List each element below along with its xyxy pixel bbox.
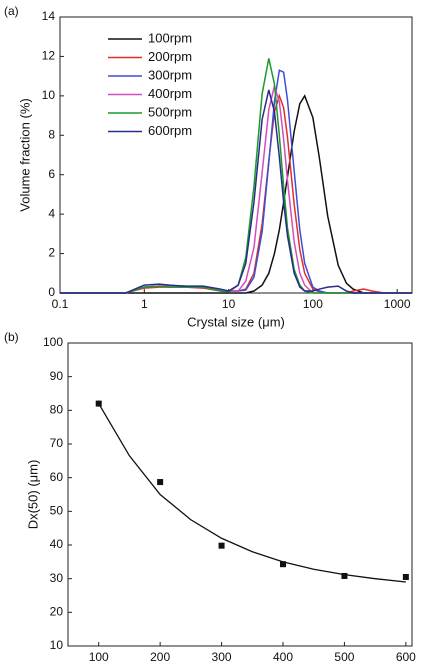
y-tick-label: 30 <box>50 571 64 585</box>
x-tick-label: 10 <box>222 297 236 311</box>
y-tick-label: 80 <box>50 403 64 417</box>
legend-label: 600rpm <box>148 123 192 138</box>
data-point <box>402 573 409 580</box>
data-line <box>60 83 412 294</box>
x-tick-label: 100 <box>89 650 109 664</box>
x-tick-label: 300 <box>212 650 232 664</box>
x-tick-label: 600 <box>396 650 416 664</box>
legend-label: 400rpm <box>148 86 192 101</box>
panel-label: (b) <box>4 330 19 344</box>
x-tick-label: 100 <box>303 297 323 311</box>
y-tick-label: 4 <box>48 206 55 220</box>
data-line <box>60 89 412 294</box>
y-tick-label: 50 <box>50 504 64 518</box>
x-tick-label: 1 <box>141 297 148 311</box>
y-tick-label: 8 <box>48 127 55 141</box>
data-point <box>218 542 225 549</box>
y-tick-label: 40 <box>50 537 64 551</box>
x-tick-label: 400 <box>273 650 293 664</box>
x-tick-label: 1000 <box>384 297 411 311</box>
data-line <box>60 58 412 294</box>
plot-frame <box>67 342 413 647</box>
y-tick-label: 100 <box>43 335 63 349</box>
y-tick-label: 0 <box>48 285 55 299</box>
y-tick-label: 2 <box>48 246 55 260</box>
plot-frame <box>59 16 413 294</box>
y-tick-label: 10 <box>50 638 64 652</box>
y-tick-label: 6 <box>48 167 55 181</box>
y-tick-label: 12 <box>42 49 56 63</box>
data-point <box>95 400 102 407</box>
data-point <box>341 572 348 579</box>
x-tick-label: 200 <box>150 650 170 664</box>
data-line <box>60 93 412 294</box>
y-tick-label: 20 <box>50 605 64 619</box>
y-tick-label: 70 <box>50 436 64 450</box>
legend-label: 300rpm <box>148 67 192 82</box>
x-tick-label: 500 <box>334 650 354 664</box>
y-tick-label: 60 <box>50 470 64 484</box>
panel-label: (a) <box>4 4 19 18</box>
legend-label: 500rpm <box>148 104 192 119</box>
fit-curve <box>98 403 406 583</box>
data-point <box>280 561 286 568</box>
data-line <box>60 69 412 294</box>
data-line <box>60 94 412 294</box>
y-axis-label: Dx(50) (μm) <box>25 460 40 530</box>
y-tick-label: 14 <box>42 9 56 23</box>
legend-label: 100rpm <box>148 30 192 45</box>
y-axis-label: Volume fraction (%) <box>17 98 32 211</box>
y-tick-label: 90 <box>50 369 64 383</box>
legend-label: 200rpm <box>148 49 192 64</box>
x-axis-label: Crystal size (μm) <box>187 314 285 329</box>
y-tick-label: 10 <box>42 88 56 102</box>
data-point <box>157 479 164 486</box>
x-tick-label: 0.1 <box>52 297 69 311</box>
